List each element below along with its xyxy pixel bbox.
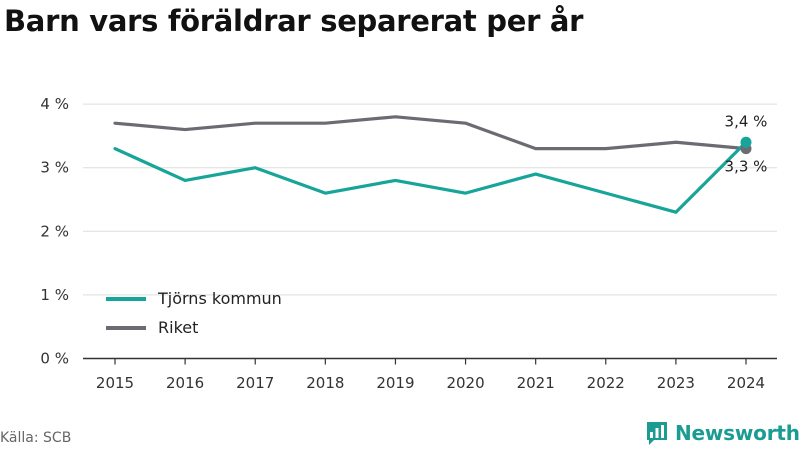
chart-title: Barn vars föräldrar separerat per år xyxy=(4,4,584,38)
x-tick-label: 2015 xyxy=(96,374,134,392)
end-value-label-1: 3,4 % xyxy=(725,112,768,130)
series-line-2 xyxy=(113,115,748,151)
brand-logo[interactable]: Newsworthy xyxy=(645,419,800,447)
x-tick-label: 2020 xyxy=(446,374,484,392)
x-tick-label: 2017 xyxy=(236,374,274,392)
x-tick-label: 2022 xyxy=(587,374,625,392)
newsworthy-bar-chart-icon xyxy=(647,422,667,445)
legend-label-2: Riket xyxy=(158,318,198,337)
y-tick-label: 3 % xyxy=(40,159,69,177)
source-label: Källa: SCB xyxy=(0,430,72,446)
x-tick-label: 2018 xyxy=(306,374,344,392)
x-tick-label: 2019 xyxy=(376,374,414,392)
x-tick-label: 2021 xyxy=(517,374,555,392)
x-tick-label: 2023 xyxy=(657,374,695,392)
y-tick-label: 0 % xyxy=(40,350,69,368)
x-tick-label: 2016 xyxy=(166,374,204,392)
legend-label-1: Tjörns kommun xyxy=(157,289,282,308)
x-tick-label: 2024 xyxy=(727,374,765,392)
brand-name: Newsworthy xyxy=(675,421,800,445)
y-tick-label: 1 % xyxy=(40,286,69,304)
end-value-label-2: 3,3 % xyxy=(725,158,768,176)
series-line-1 xyxy=(113,140,748,214)
y-tick-label: 4 % xyxy=(40,95,69,113)
y-tick-label: 2 % xyxy=(40,222,69,240)
series-end-point-1 xyxy=(740,136,752,148)
